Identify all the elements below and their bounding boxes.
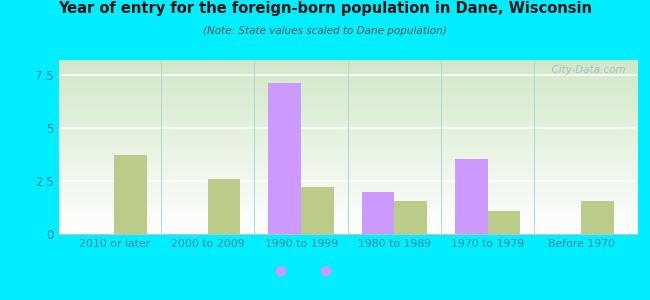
Text: Year of entry for the foreign-born population in Dane, Wisconsin: Year of entry for the foreign-born popul… xyxy=(58,2,592,16)
Bar xyxy=(208,179,240,234)
Text: ●: ● xyxy=(319,263,331,277)
Bar xyxy=(488,211,521,234)
Text: ●: ● xyxy=(274,263,286,277)
Bar xyxy=(114,155,147,234)
Bar xyxy=(395,201,427,234)
Legend: Dane, Wisconsin: Dane, Wisconsin xyxy=(260,295,436,300)
Text: City-Data.com: City-Data.com xyxy=(545,65,625,75)
Bar xyxy=(581,201,614,234)
Bar xyxy=(268,83,301,234)
Bar xyxy=(362,192,395,234)
Bar xyxy=(455,159,488,234)
Text: (Note: State values scaled to Dane population): (Note: State values scaled to Dane popul… xyxy=(203,26,447,35)
Bar xyxy=(301,187,333,234)
